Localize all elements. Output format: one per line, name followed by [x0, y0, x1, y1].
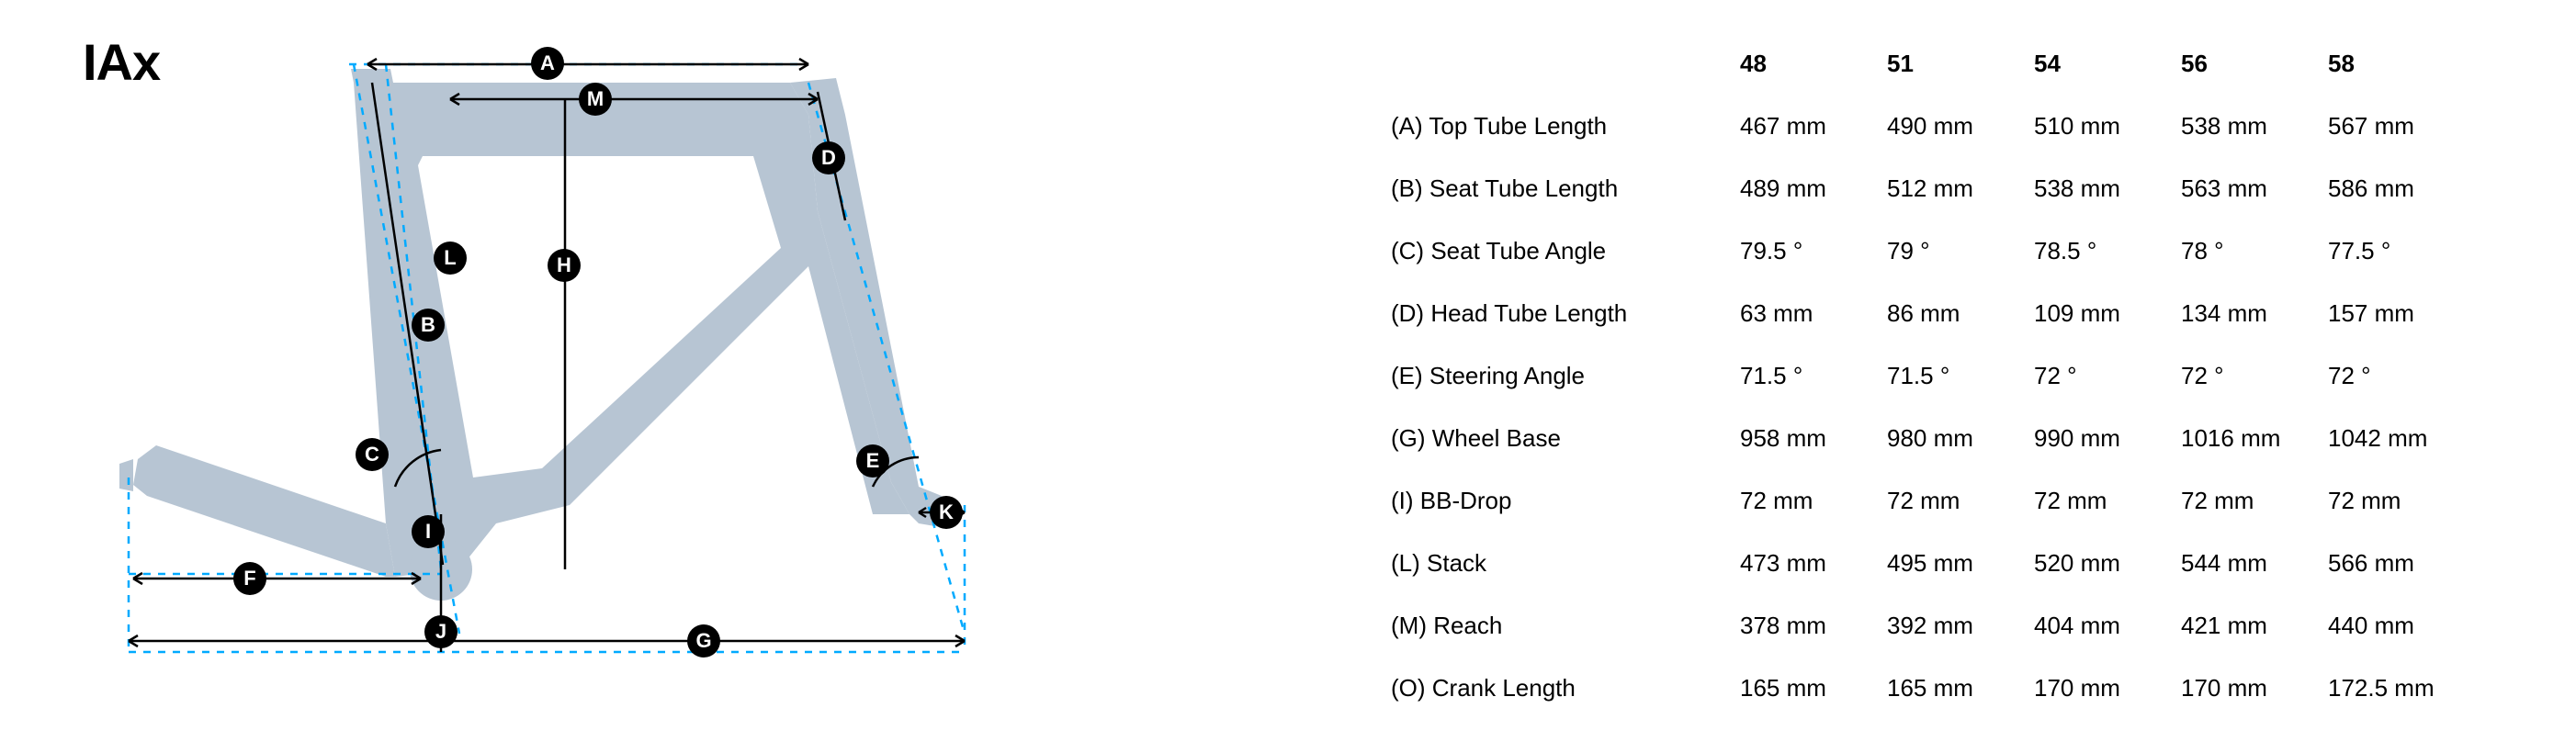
row-value: 586 mm [2328, 157, 2475, 219]
row-value: 77.5 ° [2328, 219, 2475, 282]
row-value: 72 ° [2328, 344, 2475, 407]
row-value: 490 mm [1887, 95, 2034, 157]
table-row: (E) Steering Angle71.5 °71.5 °72 °72 °72… [1391, 344, 2475, 407]
row-value: 78 ° [2181, 219, 2328, 282]
row-label: (O) Crank Length [1391, 657, 1740, 719]
row-value: 1016 mm [2181, 407, 2328, 469]
row-value: 157 mm [2328, 282, 2475, 344]
table-row: (D) Head Tube Length63 mm86 mm109 mm134 … [1391, 282, 2475, 344]
row-value: 109 mm [2034, 282, 2181, 344]
marker-g: G [687, 624, 720, 657]
marker-d: D [812, 141, 845, 174]
row-label: (E) Steering Angle [1391, 344, 1740, 407]
geometry-table-body: (A) Top Tube Length467 mm490 mm510 mm538… [1391, 95, 2475, 719]
row-value: 134 mm [2181, 282, 2328, 344]
row-value: 170 mm [2181, 657, 2328, 719]
row-value: 78.5 ° [2034, 219, 2181, 282]
table-row: (O) Crank Length165 mm165 mm170 mm170 mm… [1391, 657, 2475, 719]
row-value: 170 mm [2034, 657, 2181, 719]
row-value: 71.5 ° [1887, 344, 2034, 407]
row-value: 392 mm [1887, 594, 2034, 657]
table-row: (B) Seat Tube Length489 mm512 mm538 mm56… [1391, 157, 2475, 219]
row-value: 72 ° [2034, 344, 2181, 407]
row-value: 72 mm [2181, 469, 2328, 532]
table-row: (G) Wheel Base958 mm980 mm990 mm1016 mm1… [1391, 407, 2475, 469]
row-value: 990 mm [2034, 407, 2181, 469]
size-header: 58 [2328, 32, 2475, 95]
row-value: 473 mm [1740, 532, 1887, 594]
row-label: (D) Head Tube Length [1391, 282, 1740, 344]
row-label: (L) Stack [1391, 532, 1740, 594]
marker-c: C [356, 438, 389, 471]
row-value: 72 mm [1740, 469, 1887, 532]
row-value: 378 mm [1740, 594, 1887, 657]
marker-b: B [412, 309, 445, 342]
table-row: (M) Reach378 mm392 mm404 mm421 mm440 mm [1391, 594, 2475, 657]
row-value: 958 mm [1740, 407, 1887, 469]
marker-l: L [434, 242, 467, 275]
frame-illustration [110, 28, 1029, 725]
row-value: 63 mm [1740, 282, 1887, 344]
row-value: 79 ° [1887, 219, 2034, 282]
row-value: 512 mm [1887, 157, 2034, 219]
marker-h: H [548, 249, 581, 282]
row-value: 467 mm [1740, 95, 1887, 157]
table-row: (C) Seat Tube Angle79.5 °79 °78.5 °78 °7… [1391, 219, 2475, 282]
row-value: 566 mm [2328, 532, 2475, 594]
row-value: 71.5 ° [1740, 344, 1887, 407]
row-value: 165 mm [1740, 657, 1887, 719]
table-header-row: 48 51 54 56 58 [1391, 32, 2475, 95]
marker-j: J [424, 615, 458, 648]
geometry-table: 48 51 54 56 58 (A) Top Tube Length467 mm… [1391, 32, 2475, 719]
row-label: (C) Seat Tube Angle [1391, 219, 1740, 282]
row-value: 404 mm [2034, 594, 2181, 657]
row-label: (M) Reach [1391, 594, 1740, 657]
geometry-table-panel: 48 51 54 56 58 (A) Top Tube Length467 mm… [1391, 0, 2576, 719]
row-value: 72 mm [2034, 469, 2181, 532]
size-header: 56 [2181, 32, 2328, 95]
size-header: 54 [2034, 32, 2181, 95]
row-value: 165 mm [1887, 657, 2034, 719]
row-label: (G) Wheel Base [1391, 407, 1740, 469]
row-value: 86 mm [1887, 282, 2034, 344]
marker-m: M [579, 83, 612, 116]
row-value: 538 mm [2181, 95, 2328, 157]
row-value: 72 ° [2181, 344, 2328, 407]
table-row: (I) BB-Drop72 mm72 mm72 mm72 mm72 mm [1391, 469, 2475, 532]
row-value: 79.5 ° [1740, 219, 1887, 282]
row-value: 72 mm [2328, 469, 2475, 532]
row-value: 520 mm [2034, 532, 2181, 594]
marker-i: I [412, 515, 445, 548]
row-value: 544 mm [2181, 532, 2328, 594]
row-label: (I) BB-Drop [1391, 469, 1740, 532]
header-blank [1391, 32, 1740, 95]
row-value: 172.5 mm [2328, 657, 2475, 719]
row-label: (B) Seat Tube Length [1391, 157, 1740, 219]
row-value: 72 mm [1887, 469, 2034, 532]
row-value: 421 mm [2181, 594, 2328, 657]
row-value: 567 mm [2328, 95, 2475, 157]
row-value: 563 mm [2181, 157, 2328, 219]
table-row: (A) Top Tube Length467 mm490 mm510 mm538… [1391, 95, 2475, 157]
row-value: 495 mm [1887, 532, 2034, 594]
table-row: (L) Stack473 mm495 mm520 mm544 mm566 mm [1391, 532, 2475, 594]
row-value: 489 mm [1740, 157, 1887, 219]
row-value: 538 mm [2034, 157, 2181, 219]
marker-e: E [856, 444, 889, 478]
row-label: (A) Top Tube Length [1391, 95, 1740, 157]
marker-f: F [233, 562, 266, 595]
row-value: 1042 mm [2328, 407, 2475, 469]
row-value: 440 mm [2328, 594, 2475, 657]
size-header: 51 [1887, 32, 2034, 95]
row-value: 510 mm [2034, 95, 2181, 157]
geometry-diagram: IAx [0, 0, 1102, 753]
size-header: 48 [1740, 32, 1887, 95]
marker-k: K [930, 496, 963, 529]
marker-a: A [531, 47, 564, 80]
row-value: 980 mm [1887, 407, 2034, 469]
